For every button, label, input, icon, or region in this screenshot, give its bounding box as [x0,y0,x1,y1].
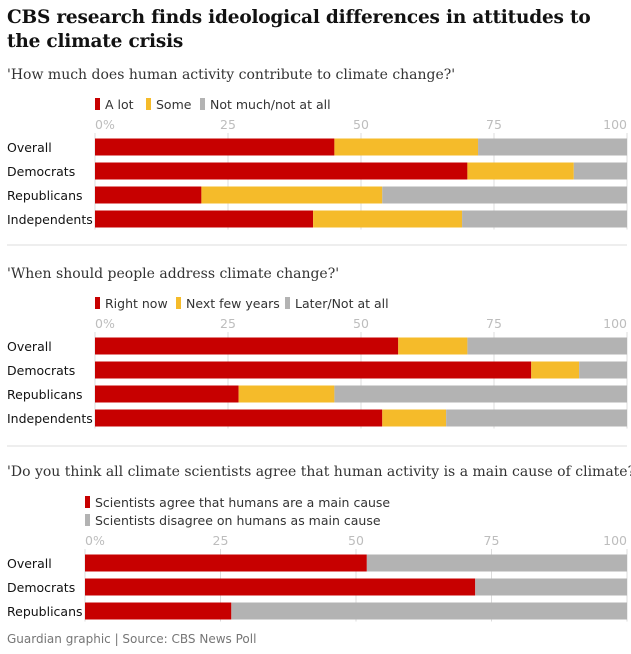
question-2: 'When should people address climate chan… [7,266,339,282]
legend-swatch-3-1 [85,496,90,508]
category-label-3-1: Overall [7,556,52,571]
bar-1-4-2 [313,210,463,228]
category-label-2-2: Democrats [7,363,75,378]
tick-label-1-5: 100 [603,117,627,132]
legend-label-2-3: Later/Not at all [295,296,389,311]
bar-2-3-1 [95,385,239,403]
legend-swatch-1-3 [200,98,205,110]
tick-label-2-4: 75 [486,316,502,331]
category-label-2-1: Overall [7,339,52,354]
bar-3-2-1 [85,578,476,596]
legend-swatch-3-2 [85,514,90,526]
bar-2-1-2 [398,337,468,355]
bar-1-1-3 [478,138,627,156]
tick-label-2-2: 25 [220,316,236,331]
tick-label-1-2: 25 [220,117,236,132]
bar-1-2-3 [573,162,627,180]
tick-label-3-2: 25 [213,533,229,548]
legend-swatch-2-3 [285,297,290,309]
bar-2-4-3 [446,409,627,427]
tick-label-1-1: 0% [95,117,115,132]
legend-label-3-2: Scientists disagree on humans as main ca… [95,513,381,528]
legend-swatch-2-2 [176,297,181,309]
tick-label-2-3: 50 [353,316,369,331]
category-label-3-2: Democrats [7,580,75,595]
bar-2-4-2 [382,409,447,427]
category-label-2-4: Independents [7,411,93,426]
tick-label-3-4: 75 [484,533,500,548]
bar-3-1-2 [366,554,627,572]
legend-label-1-2: Some [156,97,192,112]
bar-1-3-2 [201,186,383,204]
category-label-2-3: Republicans [7,387,83,402]
bar-1-2-1 [95,162,468,180]
chart-title: CBS research finds ideological differenc… [7,7,591,52]
bar-1-3-1 [95,186,202,204]
bar-2-2-1 [95,361,532,379]
bar-1-4-3 [462,210,627,228]
bar-1-2-2 [467,162,574,180]
source-note: Guardian graphic | Source: CBS News Poll [7,632,257,646]
question-3: 'Do you think all climate scientists agr… [7,464,631,480]
legend-label-2-2: Next few years [186,296,280,311]
tick-label-3-5: 100 [603,533,627,548]
category-label-1-1: Overall [7,140,52,155]
legend-label-1-1: A lot [105,97,134,112]
bar-2-3-3 [334,385,627,403]
question-1: 'How much does human activity contribute… [7,67,455,83]
bar-1-1-2 [334,138,479,156]
category-label-1-4: Independents [7,212,93,227]
category-label-1-3: Republicans [7,188,83,203]
tick-label-2-5: 100 [603,316,627,331]
tick-label-1-3: 50 [353,117,369,132]
bar-2-4-1 [95,409,383,427]
legend-label-1-3: Not much/not at all [210,97,331,112]
bar-1-1-1 [95,138,335,156]
bar-2-2-3 [579,361,627,379]
category-label-1-2: Democrats [7,164,75,179]
tick-label-3-1: 0% [85,533,105,548]
tick-label-1-4: 75 [486,117,502,132]
legend-label-2-1: Right now [105,296,168,311]
legend-swatch-1-1 [95,98,100,110]
bar-3-2-2 [475,578,627,596]
bar-2-1-3 [467,337,627,355]
bar-1-4-1 [95,210,314,228]
category-label-3-3: Republicans [7,604,83,619]
bar-3-3-1 [85,602,232,620]
legend-swatch-2-1 [95,297,100,309]
bar-2-1-1 [95,337,399,355]
legend-label-3-1: Scientists agree that humans are a main … [95,495,390,510]
bar-2-3-2 [238,385,335,403]
bar-1-3-3 [382,186,627,204]
bar-3-3-2 [231,602,627,620]
bar-3-1-1 [85,554,367,572]
tick-label-3-3: 50 [348,533,364,548]
legend-swatch-1-2 [146,98,151,110]
bar-2-2-2 [531,361,580,379]
tick-label-2-1: 0% [95,316,115,331]
